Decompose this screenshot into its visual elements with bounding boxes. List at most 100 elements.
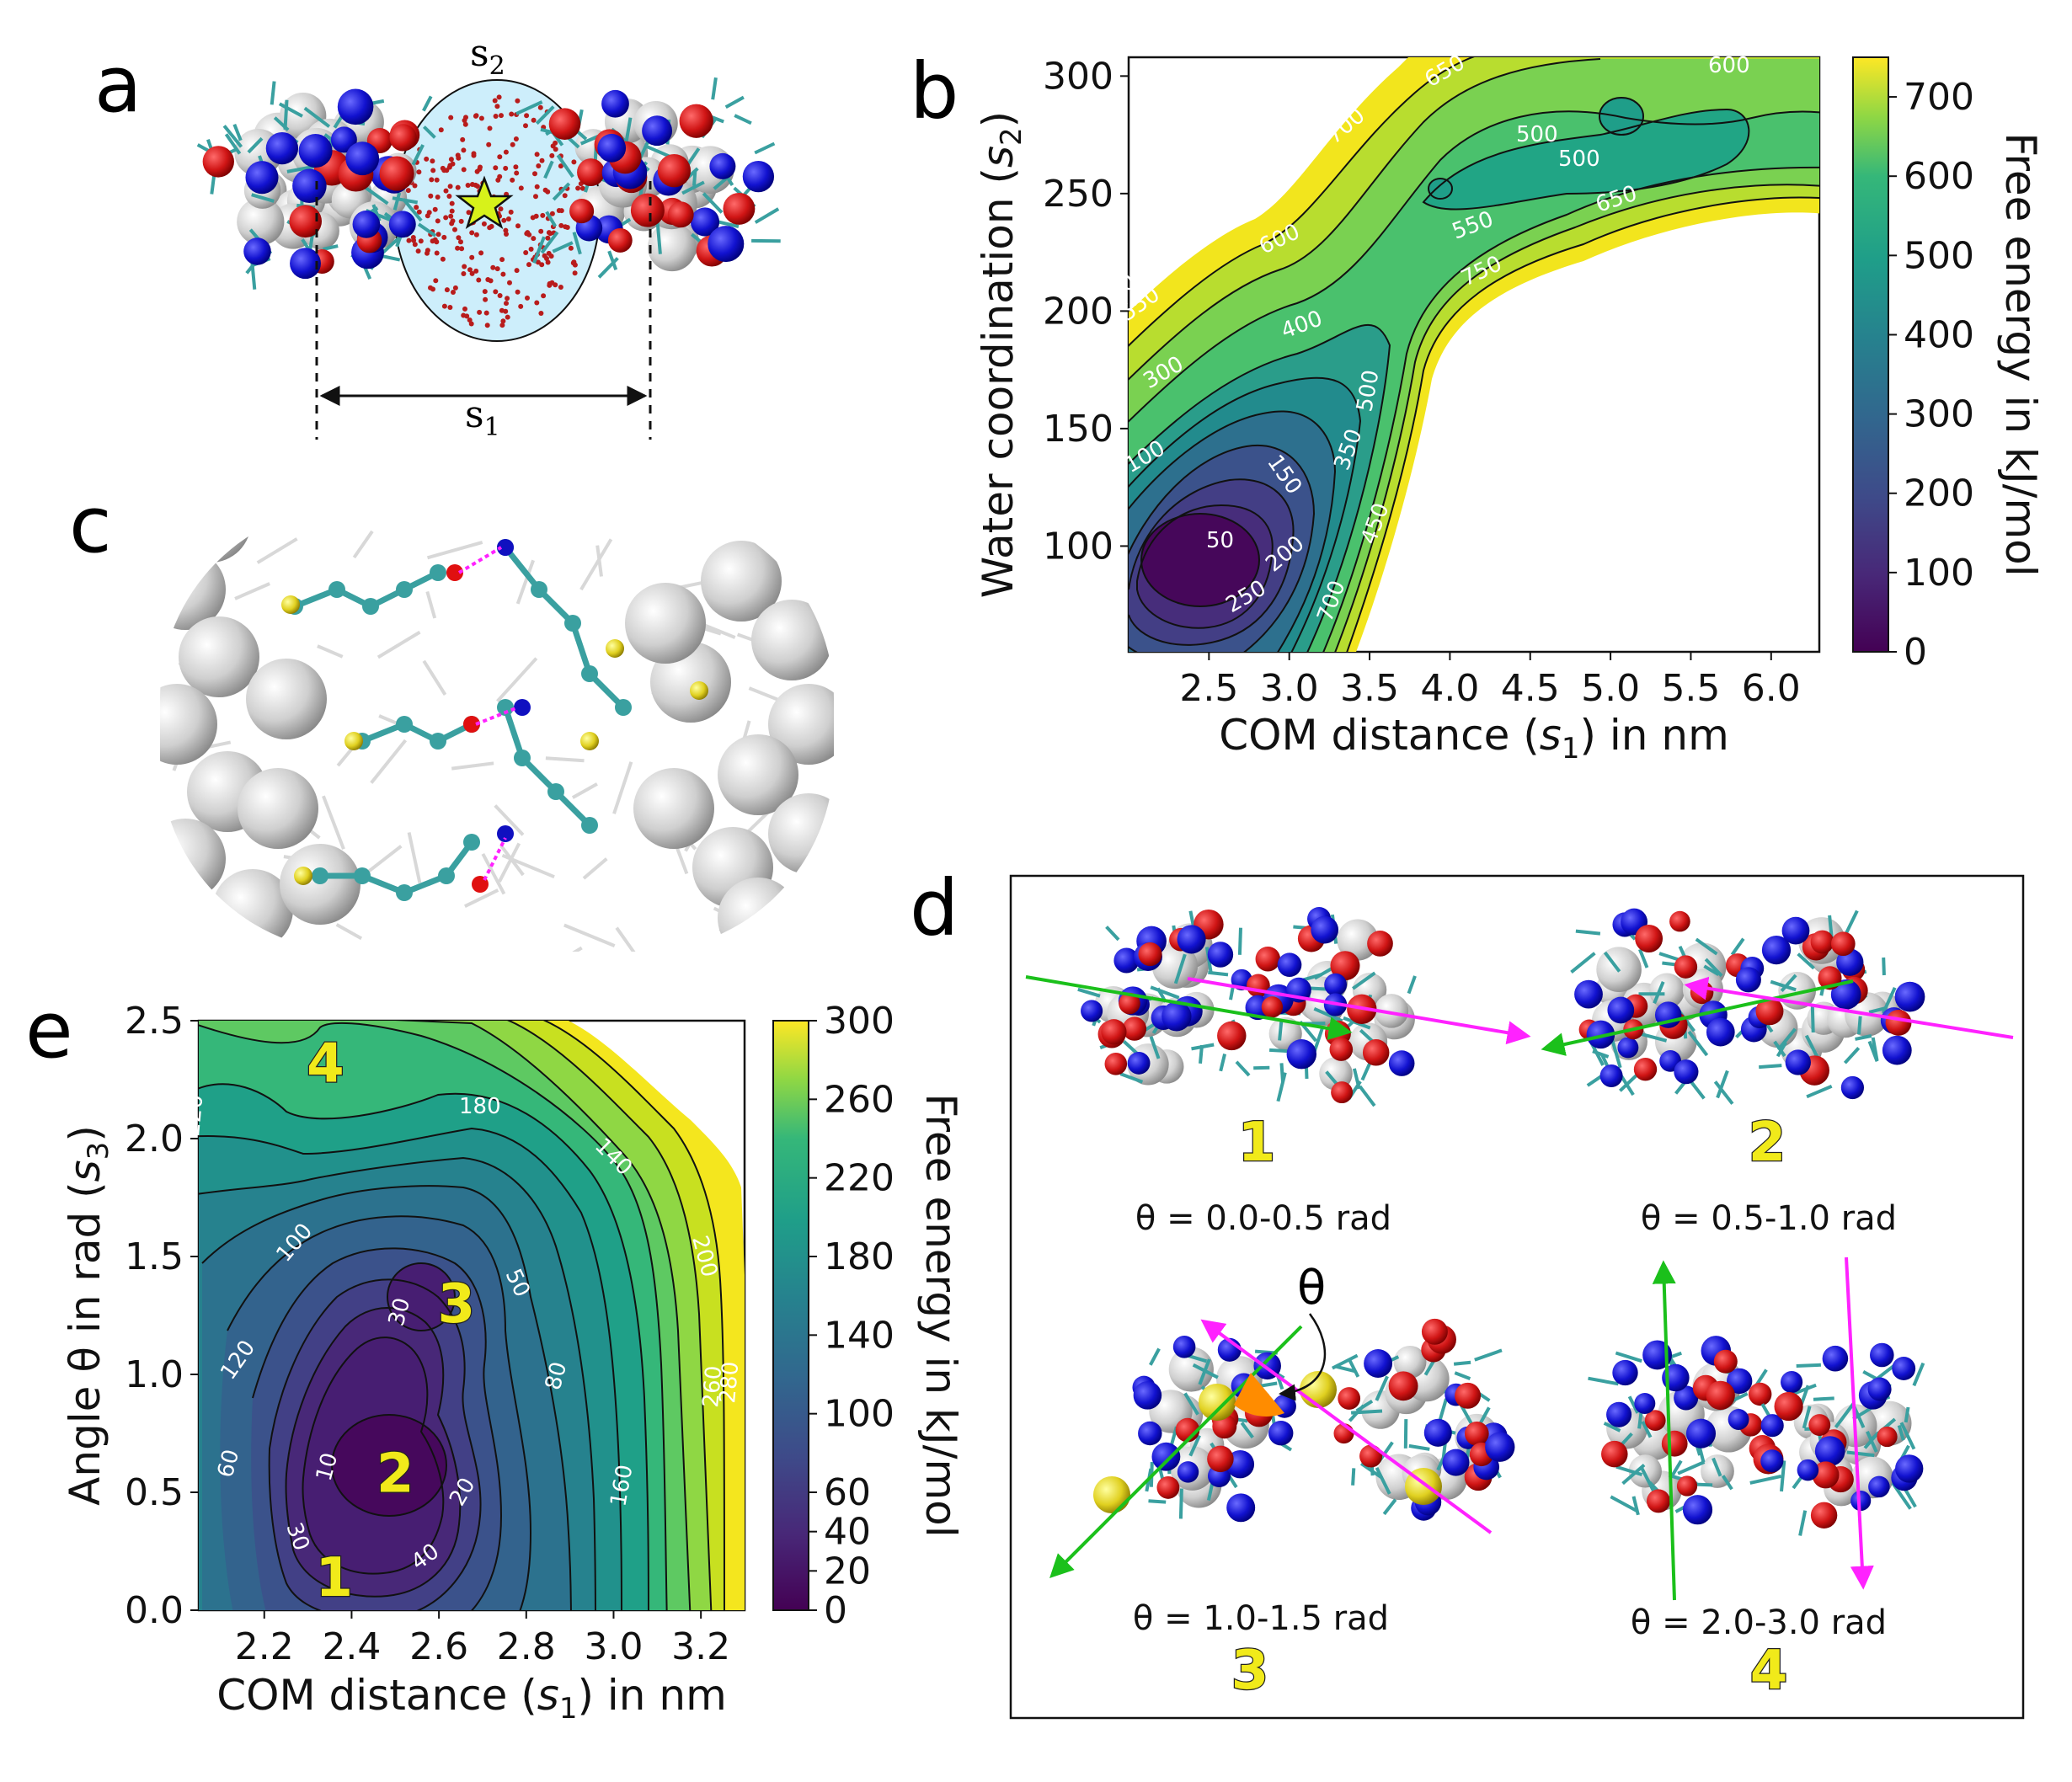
state4-magenta-arrow <box>1845 1256 1874 1590</box>
contour-label-b: 600 <box>1708 53 1750 78</box>
colorbar-b <box>1852 56 1889 653</box>
panel-d-illustration: θ 1 θ = 0.0-0.5 rad 2 θ = 0.5-1.0 rad θ … <box>1009 874 2025 1720</box>
y-tick-label-e: 1.0 <box>125 1353 184 1396</box>
colorbar-tick-label-e: 20 <box>824 1550 871 1593</box>
contour-label-e: 180 <box>459 1094 501 1119</box>
colorbar-tick-label-b: 700 <box>1904 76 1974 119</box>
contour-fill-e <box>199 1021 745 1610</box>
state-number-2: 2 <box>1749 1112 1786 1174</box>
x-tick-label-e: 2.4 <box>322 1625 381 1668</box>
x-tick-label-e: 2.6 <box>409 1625 468 1668</box>
x-tick-label-e: 2.2 <box>235 1625 294 1668</box>
y-axis-label-e: Angle θ in rad (s3) <box>61 1125 115 1506</box>
state1-green-arrow <box>1025 975 1353 1041</box>
colorbar-tick-label-b: 400 <box>1904 313 1974 356</box>
fe-band-500 <box>1423 109 1749 210</box>
panel-label-c: c <box>69 480 112 570</box>
theta-label: θ <box>1297 1261 1326 1315</box>
state1-magenta-arrow <box>1187 977 1531 1045</box>
x-axis-b: 2.5 3.0 3.5 4.0 4.5 5.0 5.5 6.0 <box>1179 652 1801 710</box>
x-tick-label-e: 2.8 <box>497 1625 556 1668</box>
y-tick-label-b: 200 <box>1043 290 1113 333</box>
x-tick-label-e: 3.0 <box>584 1625 643 1668</box>
state-label-e: 2 <box>376 1443 414 1506</box>
fe-minimum-500-a <box>1428 178 1453 200</box>
state-number-3: 3 <box>1231 1640 1269 1702</box>
colorbar-tick-label-b: 500 <box>1904 234 1974 277</box>
x-tick-label-b: 6.0 <box>1742 667 1801 710</box>
colorbar-tick-label-e: 100 <box>824 1393 894 1436</box>
nanoparticle-left <box>196 81 437 290</box>
x-tick-label-b: 4.0 <box>1420 667 1479 710</box>
colorbar-tick-label-e: 140 <box>824 1314 894 1357</box>
x-tick-label-b: 5.0 <box>1581 667 1640 710</box>
y-tick-label-e: 1.5 <box>125 1235 184 1278</box>
panel-label-a: a <box>94 40 142 130</box>
panel-c-illustration <box>160 505 834 952</box>
x-axis-label-b: COM distance (s1) in nm <box>1219 711 1729 766</box>
contour-label-e: 260 <box>698 1365 727 1409</box>
y-tick-label-b: 100 <box>1043 525 1113 568</box>
colorbar-tick-label-b: 100 <box>1904 552 1974 595</box>
contour-label-b: 500 <box>1558 147 1600 172</box>
colorbar-tick-label-e: 220 <box>824 1157 894 1200</box>
s2-label: s2 <box>470 32 505 81</box>
x-tick-label-b: 3.0 <box>1260 667 1319 710</box>
state-label-e: 4 <box>307 1032 344 1095</box>
colorbar-ticks-b: 0 100 200 300 400 500 600 700 <box>1888 76 1974 674</box>
y-tick-label-b: 150 <box>1043 408 1113 451</box>
contour-label-e: 220 <box>179 1094 208 1138</box>
y-tick-label-b: 300 <box>1043 55 1113 98</box>
colorbar-tick-label-b: 600 <box>1904 155 1974 198</box>
colorbar-tick-label-b: 300 <box>1904 393 1974 436</box>
y-tick-label-e: 0.5 <box>125 1471 184 1514</box>
state3-green-arrow <box>1049 1325 1303 1578</box>
colorbar-tick-label-e: 300 <box>824 1000 894 1043</box>
colorbar-tick-label-e: 40 <box>824 1511 871 1554</box>
colorbar-tick-label-e: 180 <box>824 1235 894 1278</box>
state3-magenta-arrow <box>1200 1319 1493 1534</box>
x-tick-label-b: 2.5 <box>1179 667 1238 710</box>
panel-label-d: d <box>910 863 959 953</box>
theta-pointer <box>1279 1313 1327 1401</box>
colorbar-label-e: Free energy in kJ/mol <box>916 1093 965 1537</box>
state-labels-e: 12 3 4 <box>306 1032 477 1610</box>
contour-label-b: 500 <box>1516 122 1558 147</box>
contour-fill-b <box>1129 57 1819 652</box>
colorbar-e <box>772 1020 809 1611</box>
colorbar-tick-label-e: 60 <box>824 1471 871 1514</box>
x-tick-label-b: 3.5 <box>1340 667 1399 710</box>
panel-label-e: e <box>25 985 73 1075</box>
colorbar-label-b: Free energy in kJ/mol <box>1996 132 2045 576</box>
theta-angle-wedge <box>1234 1373 1284 1417</box>
colorbar-tick-label-b: 0 <box>1904 631 1927 674</box>
star-icon <box>455 175 514 229</box>
panel-e-chart: 10 20 30 30 40 50 60 80 100 120 140 160 … <box>61 1000 965 1726</box>
y-axis-label-b: Water coordination (s2) <box>974 111 1028 598</box>
state-label-e: 1 <box>315 1547 353 1609</box>
ligand-ball-and-stick <box>281 539 708 901</box>
x-axis-e: 2.2 2.4 2.6 2.8 3.0 3.2 <box>235 1610 730 1668</box>
panel-b-chart: 50 100 150 200 250 300 350 400 450 500 5… <box>974 50 2045 766</box>
state-label-e: 3 <box>438 1273 476 1336</box>
colorbar-tick-label-e: 0 <box>824 1589 847 1632</box>
y-tick-label-e: 0.0 <box>125 1589 184 1632</box>
colorbar-tick-label-b: 200 <box>1904 472 1974 515</box>
y-tick-label-e: 2.5 <box>125 1000 184 1043</box>
state-caption-1: θ = 0.0-0.5 rad <box>1135 1199 1391 1238</box>
state2-magenta-arrow <box>1684 976 2014 1039</box>
state4-green-arrow <box>1652 1260 1676 1601</box>
x-tick-label-e: 3.2 <box>671 1625 730 1668</box>
contour-lines-b <box>1129 57 1819 652</box>
panel-a-illustration: s2 s1 <box>196 32 781 442</box>
y-tick-label-b: 250 <box>1043 173 1113 216</box>
y-axis-e: 0.0 0.5 1.0 1.5 2.0 2.5 <box>125 1000 199 1632</box>
y-tick-label-e: 2.0 <box>125 1118 184 1160</box>
state-images <box>1077 907 1925 1536</box>
nanoparticle-right <box>515 77 781 279</box>
x-tick-label-b: 4.5 <box>1501 667 1560 710</box>
state2-green-arrow <box>1541 979 1854 1056</box>
state-caption-3: θ = 1.0-1.5 rad <box>1133 1599 1389 1638</box>
state-caption-4: θ = 2.0-3.0 rad <box>1631 1603 1887 1642</box>
y-axis-b: 100 150 200 250 300 <box>1043 55 1129 568</box>
